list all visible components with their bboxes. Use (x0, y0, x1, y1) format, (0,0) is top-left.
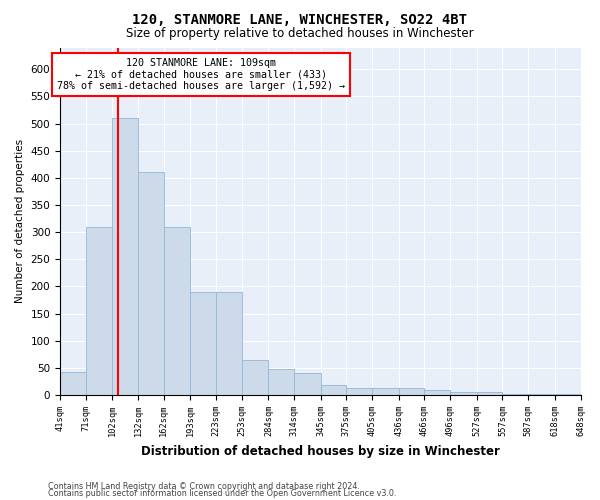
Bar (477, 392, 502, 395)
Bar (86, 226, 112, 395)
Bar (346, 388, 372, 395)
Bar (268, 369, 294, 395)
Bar (138, 172, 164, 395)
Bar (399, 388, 424, 395)
Bar (450, 392, 477, 395)
Bar (528, 394, 555, 395)
Bar (502, 394, 528, 395)
Bar (320, 385, 346, 395)
Text: 120 STANMORE LANE: 109sqm
← 21% of detached houses are smaller (433)
78% of semi: 120 STANMORE LANE: 109sqm ← 21% of detac… (56, 58, 344, 91)
Bar (424, 390, 450, 395)
Bar (60, 372, 86, 395)
X-axis label: Distribution of detached houses by size in Winchester: Distribution of detached houses by size … (141, 444, 500, 458)
Y-axis label: Number of detached properties: Number of detached properties (15, 139, 25, 304)
Bar (555, 394, 580, 395)
Text: Contains public sector information licensed under the Open Government Licence v3: Contains public sector information licen… (48, 490, 397, 498)
Text: Size of property relative to detached houses in Winchester: Size of property relative to detached ho… (126, 26, 474, 40)
Bar (112, 118, 138, 395)
Bar (294, 373, 320, 395)
Text: Contains HM Land Registry data © Crown copyright and database right 2024.: Contains HM Land Registry data © Crown c… (48, 482, 360, 491)
Bar (164, 226, 190, 395)
Bar (372, 388, 399, 395)
Text: 120, STANMORE LANE, WINCHESTER, SO22 4BT: 120, STANMORE LANE, WINCHESTER, SO22 4BT (133, 12, 467, 26)
Bar (242, 360, 268, 395)
Bar (216, 292, 242, 395)
Bar (190, 292, 216, 395)
